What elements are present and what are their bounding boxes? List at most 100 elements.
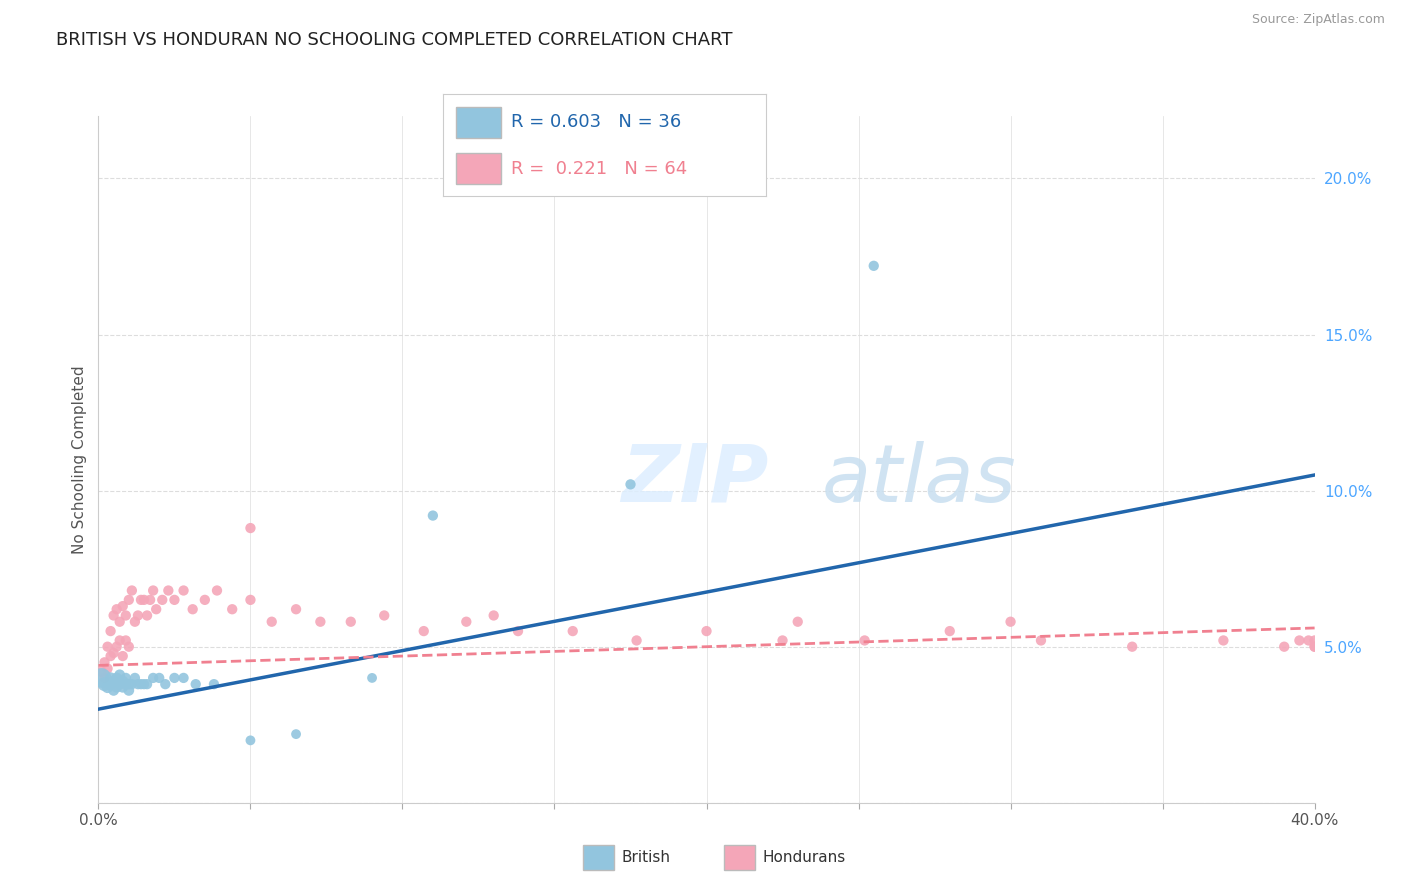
Point (118, 683, 141, 698)
Point (150, 592, 173, 607)
Point (361, 671, 384, 685)
Point (142, 583, 165, 598)
Point (111, 599, 134, 614)
Point (696, 624, 718, 639)
Text: Source: ZipAtlas.com: Source: ZipAtlas.com (1251, 13, 1385, 27)
Point (862, 259, 884, 273)
Point (100, 677, 122, 691)
Text: BRITISH VS HONDURAN NO SCHOOLING COMPLETED CORRELATION CHART: BRITISH VS HONDURAN NO SCHOOLING COMPLET… (56, 31, 733, 49)
Point (339, 615, 361, 629)
Point (939, 624, 962, 639)
Point (136, 677, 159, 691)
Point (786, 615, 808, 629)
Point (129, 592, 152, 607)
Point (118, 677, 141, 691)
Point (103, 608, 125, 623)
Point (124, 671, 146, 685)
Point (96, 662, 118, 676)
Point (1029, 633, 1052, 648)
Point (239, 592, 262, 607)
Text: British: British (621, 850, 671, 864)
Point (173, 671, 195, 685)
Point (1303, 640, 1326, 654)
Point (108, 677, 131, 691)
Point (142, 671, 165, 685)
Point (105, 680, 128, 694)
Point (1303, 640, 1326, 654)
Point (260, 615, 283, 629)
Point (194, 592, 217, 607)
Point (96, 640, 118, 654)
Point (108, 615, 131, 629)
Point (1303, 633, 1326, 648)
Point (105, 602, 128, 616)
Point (155, 677, 177, 691)
Point (145, 602, 167, 616)
Point (93, 671, 115, 685)
Point (118, 592, 141, 607)
Point (181, 602, 204, 616)
Point (108, 633, 131, 648)
Point (93, 655, 115, 669)
Y-axis label: No Schooling Completed: No Schooling Completed (72, 365, 87, 554)
Point (853, 633, 876, 648)
Point (412, 624, 434, 639)
Point (114, 633, 136, 648)
Point (127, 677, 149, 691)
Point (285, 602, 308, 616)
Point (105, 671, 128, 685)
Point (93, 677, 115, 691)
Point (163, 592, 186, 607)
Point (173, 583, 195, 598)
Point (90, 671, 112, 685)
Point (132, 592, 155, 607)
Point (163, 671, 186, 685)
Point (103, 674, 125, 689)
Point (121, 583, 143, 598)
Point (90, 665, 112, 679)
Point (114, 608, 136, 623)
Point (129, 677, 152, 691)
Point (157, 583, 180, 598)
Point (202, 677, 225, 691)
Point (1298, 633, 1320, 648)
Point (239, 733, 262, 747)
Point (482, 608, 505, 623)
Point (103, 646, 125, 660)
Point (561, 624, 583, 639)
Point (1000, 615, 1022, 629)
Point (422, 508, 444, 523)
Point (239, 521, 262, 535)
Text: R = 0.603   N = 36: R = 0.603 N = 36 (510, 113, 681, 131)
Point (96, 680, 118, 694)
Text: R =  0.221   N = 64: R = 0.221 N = 64 (510, 160, 688, 178)
Point (118, 640, 141, 654)
Point (111, 680, 134, 694)
Point (114, 677, 136, 691)
Point (127, 608, 149, 623)
Point (114, 671, 136, 685)
FancyBboxPatch shape (456, 107, 501, 137)
Point (1272, 640, 1295, 654)
Point (108, 667, 131, 681)
Point (148, 671, 170, 685)
Text: ZIP: ZIP (621, 441, 769, 519)
Point (100, 624, 122, 639)
Point (619, 477, 641, 491)
Point (136, 608, 159, 623)
Point (221, 602, 243, 616)
Point (1212, 633, 1234, 648)
Point (309, 615, 332, 629)
Point (103, 683, 125, 698)
Point (111, 674, 134, 689)
Point (1121, 640, 1143, 654)
FancyBboxPatch shape (456, 153, 501, 184)
Point (1288, 633, 1310, 648)
Point (139, 592, 162, 607)
Text: atlas: atlas (823, 441, 1017, 519)
Point (111, 649, 134, 664)
Point (373, 608, 395, 623)
Point (506, 624, 529, 639)
Point (772, 633, 794, 648)
Point (100, 671, 122, 685)
